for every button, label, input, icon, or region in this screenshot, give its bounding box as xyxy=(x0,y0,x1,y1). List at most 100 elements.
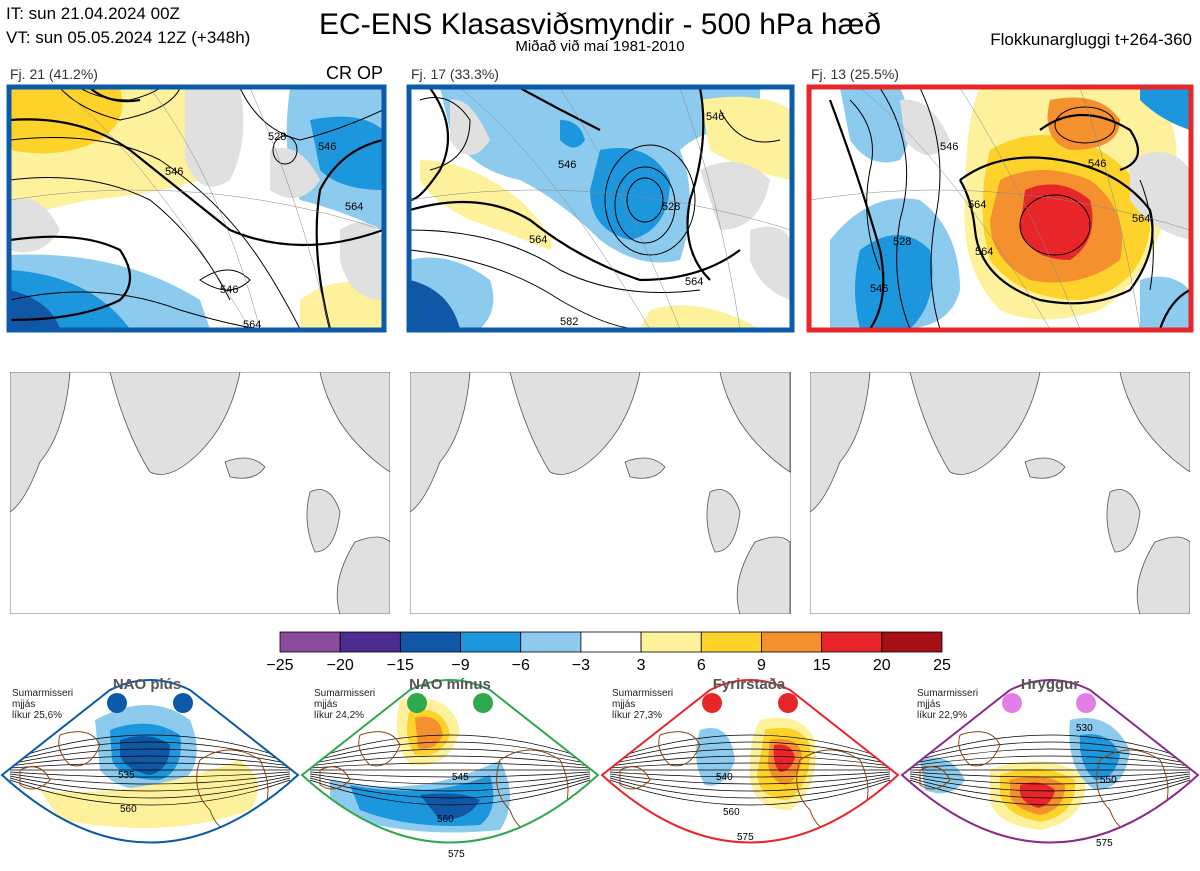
colorbar-tick-label: −6 xyxy=(512,657,530,674)
regime-3-marker-dot xyxy=(778,693,798,713)
regime-4-smoothing: mjjás xyxy=(917,699,941,710)
regime-4-contour-label: 530 xyxy=(1076,723,1093,734)
colorbar-swatch xyxy=(460,631,522,653)
colorbar-tick-label: −15 xyxy=(387,657,414,674)
regime-3-contour-label: 575 xyxy=(737,832,754,843)
colorbar-tick-label: 3 xyxy=(637,657,646,674)
regime-1-contour-label: 560 xyxy=(120,804,137,815)
regime-anomaly-shading xyxy=(40,760,258,828)
empty-map-3 xyxy=(810,372,1190,614)
regime-4-frame xyxy=(900,679,1200,844)
regime-3-frame xyxy=(600,679,900,844)
regime-3-likelihood: líkur 27,3% xyxy=(612,710,663,721)
cluster-2-contour-label: 564 xyxy=(529,234,547,246)
cluster-2-contour-label: 546 xyxy=(706,111,724,123)
cluster-3-contour-label: 528 xyxy=(893,236,911,248)
regime-1-frame xyxy=(0,679,300,844)
regime-4-marker-dot xyxy=(1076,693,1096,713)
cluster-1-contour-label: 564 xyxy=(345,201,363,213)
regime-4-info: Sumarmisseri mjjás líkur 22,9% xyxy=(917,688,978,721)
cluster-1-frame xyxy=(6,84,387,333)
regime-2-marker-dot xyxy=(473,693,493,713)
regime-2-marker-dot xyxy=(407,693,427,713)
colorbar-swatch xyxy=(700,631,762,653)
cluster-1-contour-label: 564 xyxy=(243,319,261,331)
colorbar-tick-label: 25 xyxy=(933,657,951,674)
cluster-1-title: Fj. 21 (41.2%) xyxy=(10,66,98,82)
chart-subtitle: Miðað við maí 1981-2010 xyxy=(515,38,685,55)
cluster-1-contour-label: 546 xyxy=(165,166,183,178)
colorbar-tick-label: −9 xyxy=(451,657,469,674)
cluster-3-contour-label: 546 xyxy=(1088,158,1106,170)
cluster-1-contour-label: 546 xyxy=(220,284,238,296)
colorbar-swatch xyxy=(399,631,461,653)
regime-2-likelihood: líkur 24,2% xyxy=(314,710,365,721)
colorbar-swatch xyxy=(279,631,341,653)
colorbar-tick-label: −3 xyxy=(572,657,590,674)
cluster-1-contour-label: 546 xyxy=(318,141,336,153)
cluster-window-label: Flokkunargluggi t+264-360 xyxy=(990,30,1192,49)
regime-2-title: NAO mínus xyxy=(409,676,491,693)
regime-1-info: Sumarmisseri mjjás líkur 25,6% xyxy=(12,688,73,721)
regime-3-smoothing: mjjás xyxy=(612,699,636,710)
colorbar: −25 −20 −15 −9 −6 −3 3 6 9 15 20 25 xyxy=(266,631,951,674)
regime-4-likelihood: líkur 22,9% xyxy=(917,710,968,721)
regime-anomaly-shading xyxy=(1020,782,1055,808)
cluster-3-frame xyxy=(806,84,1194,333)
colorbar-tick-label: 6 xyxy=(697,657,706,674)
regime-2-smoothing: mjjás xyxy=(314,699,338,710)
cluster-2-frame xyxy=(406,84,795,333)
regime-2-season: Sumarmisseri xyxy=(314,688,376,699)
regime-1-marker-dot xyxy=(173,693,193,713)
cluster-2-contour-label: 528 xyxy=(662,201,680,213)
colorbar-tick-label: 20 xyxy=(873,657,891,674)
regime-1-smoothing: mjjás xyxy=(12,699,36,710)
colorbar-tick-label: −25 xyxy=(266,657,293,674)
empty-map-2 xyxy=(410,372,791,614)
colorbar-swatch xyxy=(821,631,883,653)
regime-3-contour-label: 560 xyxy=(723,807,740,818)
issue-time: IT: sun 21.04.2024 00Z xyxy=(6,4,180,23)
regime-1-season: Sumarmisseri xyxy=(12,688,74,699)
cluster-1-contour-label: 528 xyxy=(268,131,286,143)
cluster-3-contour-label: 564 xyxy=(1132,213,1150,225)
colorbar-swatch xyxy=(881,631,943,653)
cluster-map-1: 546 528 546 546 564 564 xyxy=(10,88,383,331)
regime-4-marker-dot xyxy=(1002,693,1022,713)
cluster-3-contour-label: 546 xyxy=(940,141,958,153)
regime-2-contour-label: 545 xyxy=(452,772,469,783)
regime-4-title: Hryggur xyxy=(1020,676,1080,693)
colorbar-swatch xyxy=(339,631,401,653)
regime-4-contour-label: 575 xyxy=(1096,838,1113,849)
regime-2-contour-label: 575 xyxy=(448,849,465,860)
colorbar-tick-label: 15 xyxy=(813,657,831,674)
regime-3-title: Fyrirstaða xyxy=(712,676,786,693)
regime-2-contour-label: 560 xyxy=(437,814,454,825)
cluster-3-title: Fj. 13 (25.5%) xyxy=(811,66,899,82)
chart-title: EC-ENS Klasasviðsmyndir - 500 hPa hæð xyxy=(319,8,881,41)
regime-anomaly-shading xyxy=(120,736,170,775)
regime-anomaly-shading xyxy=(773,744,795,772)
regime-3-marker-dot xyxy=(702,693,722,713)
colorbar-swatch xyxy=(580,631,642,653)
cluster-3-contour-label: 564 xyxy=(968,199,986,211)
cluster-3-contour-label: 546 xyxy=(870,283,888,295)
cluster-2-contour-label: 582 xyxy=(560,316,578,328)
regime-3-info: Sumarmisseri mjjás líkur 27,3% xyxy=(612,688,673,721)
colorbar-tick-label: −20 xyxy=(327,657,354,674)
cluster-2-title: Fj. 17 (33.3%) xyxy=(411,66,499,82)
cluster-3-contour-label: 564 xyxy=(975,246,993,258)
valid-time: VT: sun 05.05.2024 12Z (+348h) xyxy=(6,28,251,47)
regime-4-season: Sumarmisseri xyxy=(917,688,979,699)
regime-anomaly-shading xyxy=(1015,848,1045,858)
regime-1-contour-label: 535 xyxy=(118,770,135,781)
regime-1-marker-dot xyxy=(107,693,127,713)
cluster-2-contour-label: 564 xyxy=(685,276,703,288)
colorbar-swatch xyxy=(640,631,702,653)
cr-op-marker: CR OP xyxy=(326,63,384,83)
regime-anomaly-shading xyxy=(420,793,480,820)
regime-anomaly-shading xyxy=(415,716,443,749)
empty-map-1 xyxy=(10,372,390,614)
cluster-map-2: 546 564 528 546 564 582 xyxy=(410,88,791,329)
